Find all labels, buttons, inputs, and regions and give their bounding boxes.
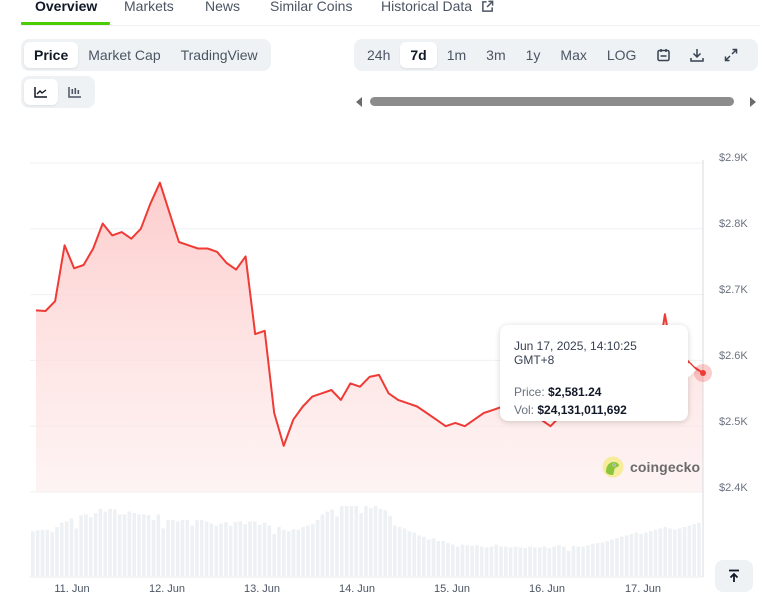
- range-1y[interactable]: 1y: [525, 47, 541, 63]
- y-tick-2800: $2.8K: [719, 218, 748, 230]
- x-tick-14-jun: 14. Jun: [338, 583, 376, 595]
- range-3m[interactable]: 3m: [486, 47, 506, 63]
- chart-view-toggle: [21, 76, 95, 108]
- x-tick-11-jun: 11. Jun: [54, 583, 90, 595]
- scrollbar-thumb[interactable]: [370, 97, 734, 106]
- range-1m[interactable]: 1m: [446, 47, 467, 63]
- tooltip-date: Jun 17, 2025, 14:10:25 GMT+8: [514, 339, 637, 367]
- chart-type-price[interactable]: Price: [24, 42, 79, 68]
- y-tick-2500: $2.5K: [719, 416, 748, 428]
- chart-type-selector: Price Market Cap TradingView: [21, 39, 271, 71]
- tooltip-price-row: Price: $2,581.24: [514, 385, 674, 399]
- arrow-up-to-line-icon: [729, 569, 739, 582]
- tab-markets[interactable]: Markets: [124, 0, 174, 14]
- log-scale-toggle[interactable]: LOG: [606, 47, 637, 63]
- tab-historical-data[interactable]: Historical Data: [381, 0, 494, 14]
- scroll-left-arrow[interactable]: [356, 97, 362, 107]
- tooltip-volume-row: Vol: $24,131,011,692: [514, 403, 674, 417]
- coingecko-logo-icon: [602, 456, 624, 478]
- line-view-button[interactable]: [24, 79, 58, 105]
- x-tick-12-jun: 12. Jun: [148, 583, 186, 595]
- coin-page-tabs: Overview Markets News Similar Coins Hist…: [20, 0, 760, 26]
- tab-historical-data-label: Historical Data: [381, 0, 473, 14]
- scroll-to-top-button[interactable]: [715, 560, 753, 592]
- x-tick-13-jun: 13. Jun: [243, 583, 281, 595]
- tab-news[interactable]: News: [205, 0, 241, 14]
- hover-point: [700, 370, 706, 376]
- chart-type-tradingview[interactable]: TradingView: [180, 47, 258, 63]
- tooltip-price-value: $2,581.24: [548, 385, 602, 399]
- tab-overview[interactable]: Overview: [35, 0, 98, 14]
- tooltip-volume-value: $24,131,011,692: [537, 403, 627, 417]
- time-range-selector: 24h 7d 1m 3m 1y Max LOG: [354, 39, 758, 71]
- y-tick-2900: $2.9K: [719, 152, 748, 164]
- y-tick-2700: $2.7K: [719, 284, 748, 296]
- watermark-text: coingecko: [630, 459, 701, 475]
- fullscreen-button[interactable]: [714, 42, 748, 68]
- range-7d[interactable]: 7d: [400, 42, 437, 68]
- x-tick-17-jun: 17. Jun: [624, 583, 662, 595]
- tooltip-price-label: Price:: [514, 385, 545, 399]
- candlestick-chart-icon: [68, 87, 81, 98]
- x-tick-15-jun: 15. Jun: [433, 583, 471, 595]
- y-tick-2400: $2.4K: [719, 482, 748, 494]
- expand-icon: [725, 48, 738, 62]
- chart-tooltip: Jun 17, 2025, 14:10:25 GMT+8 Price: $2,5…: [500, 325, 688, 421]
- chart-type-market-cap[interactable]: Market Cap: [88, 47, 161, 63]
- range-24h[interactable]: 24h: [367, 47, 391, 63]
- price-area-fill: [36, 182, 703, 492]
- coingecko-watermark: coingecko: [602, 456, 700, 478]
- tooltip-volume-label: Vol:: [514, 403, 535, 417]
- x-tick-16-jun: 16. Jun: [528, 583, 566, 595]
- scroll-right-arrow[interactable]: [750, 97, 756, 107]
- range-max[interactable]: Max: [560, 47, 587, 63]
- candlestick-view-button[interactable]: [58, 79, 92, 105]
- chart-navigator-scrollbar[interactable]: [356, 95, 758, 109]
- tab-similar-coins[interactable]: Similar Coins: [270, 0, 353, 14]
- download-button[interactable]: [680, 42, 714, 68]
- date-range-button[interactable]: [646, 42, 680, 68]
- y-tick-2600: $2.6K: [719, 350, 748, 362]
- active-tab-indicator: [21, 22, 110, 25]
- line-chart-icon: [34, 87, 47, 98]
- volume-bars: [31, 506, 701, 576]
- download-icon: [690, 49, 705, 62]
- calendar-icon: [657, 49, 670, 62]
- external-link-icon: [482, 0, 494, 12]
